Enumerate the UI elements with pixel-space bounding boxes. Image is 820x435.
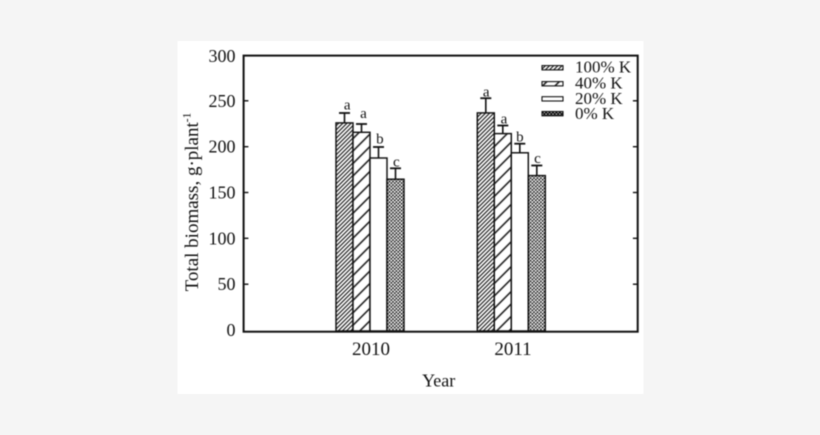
svg-text:a: a (360, 106, 367, 122)
svg-text:a: a (483, 85, 490, 101)
svg-text:b: b (376, 132, 384, 148)
svg-text:a: a (344, 98, 351, 114)
svg-text:Year: Year (422, 371, 455, 391)
svg-text:250: 250 (209, 91, 236, 111)
svg-text:150: 150 (209, 183, 236, 203)
svg-text:100% K: 100% K (575, 58, 632, 77)
svg-text:200: 200 (209, 137, 236, 157)
svg-text:50: 50 (218, 274, 236, 294)
svg-text:Total biomass, g·plant-1: Total biomass, g·plant-1 (182, 112, 203, 291)
svg-text:40% K: 40% K (575, 74, 623, 93)
svg-text:2010: 2010 (352, 339, 390, 360)
svg-text:0: 0 (227, 320, 236, 340)
svg-text:b: b (516, 130, 524, 146)
svg-text:c: c (393, 155, 400, 171)
svg-text:300: 300 (209, 46, 236, 66)
svg-text:c: c (534, 151, 541, 167)
svg-text:100: 100 (209, 228, 236, 248)
svg-text:20% K: 20% K (575, 89, 623, 108)
svg-text:a: a (501, 112, 508, 128)
svg-text:2011: 2011 (494, 339, 531, 360)
svg-text:0% K: 0% K (575, 104, 615, 123)
